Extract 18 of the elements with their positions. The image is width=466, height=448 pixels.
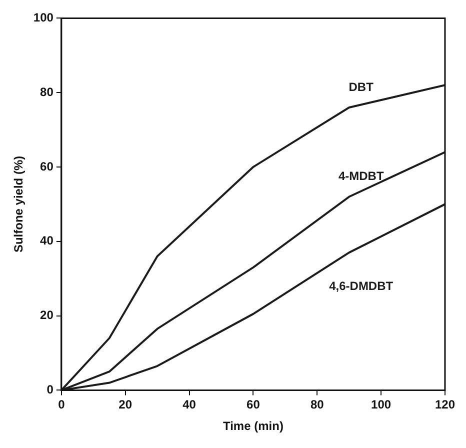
y-tick-label: 20 [40,308,54,322]
x-axis-title: Time (min) [222,419,284,434]
y-tick-label: 0 [46,382,54,397]
x-tick-label: 0 [58,398,66,412]
series-label: 4,6-DMDBT [329,278,394,293]
y-tick-label: 60 [40,159,54,174]
x-tick-label: 60 [246,398,260,412]
x-tick-label: 80 [310,398,324,412]
y-tick-label: 100 [33,10,54,25]
y-axis-title: Sulfone yield (%) [12,156,26,253]
series-label: 4-MDBT [338,169,384,184]
y-tick-label: 80 [40,84,54,99]
series-label: DBT [348,80,374,94]
x-tick-label: 40 [182,398,196,412]
x-tick-label: 120 [434,398,456,412]
y-tick-label: 40 [40,234,54,248]
x-tick-label: 20 [118,398,132,412]
x-tick-label: 100 [371,398,392,412]
